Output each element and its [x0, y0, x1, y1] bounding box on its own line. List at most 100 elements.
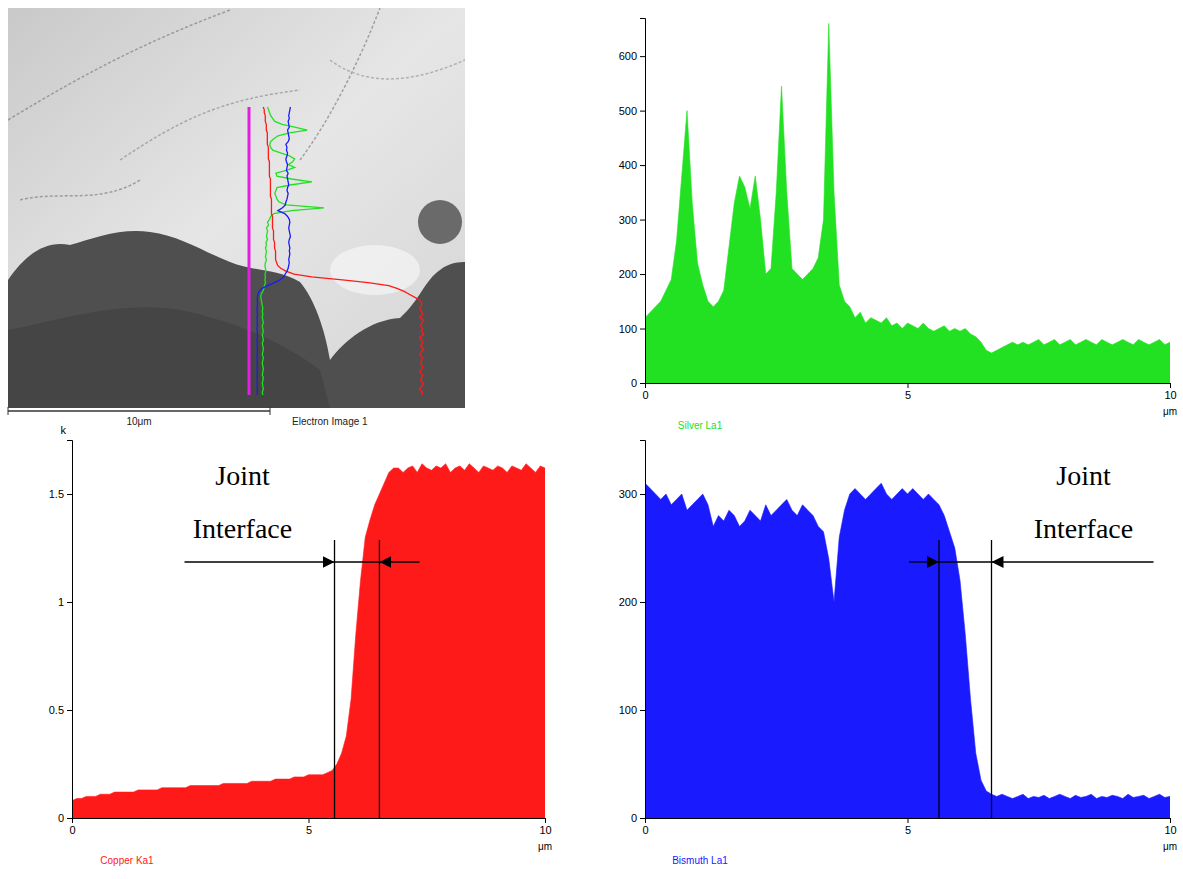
tick-mark	[67, 710, 72, 711]
x-tick: 0	[642, 383, 648, 401]
image-ground	[8, 8, 465, 408]
interface-span	[335, 561, 380, 562]
y-tick: 0.5	[49, 704, 72, 716]
chart-title: Bismuth La1	[672, 855, 728, 866]
tick-label: 0	[642, 824, 648, 836]
tick-mark	[908, 383, 909, 388]
x-axis: 0 5 10	[642, 383, 1176, 401]
arrow	[992, 561, 1154, 562]
grain-boundary	[20, 180, 140, 200]
tick-label: 300	[619, 214, 637, 226]
tick-label: 200	[619, 268, 637, 280]
y-tick: 200	[619, 268, 645, 280]
x-tick: 10	[539, 818, 551, 836]
x-tick: 10	[1164, 383, 1176, 401]
tick-mark	[640, 602, 645, 603]
interface-line	[991, 540, 992, 818]
axis-line	[640, 441, 646, 819]
tick-label: 100	[619, 704, 637, 716]
y-tick: 300	[619, 488, 645, 500]
dark-region	[8, 307, 330, 408]
interface-line	[379, 540, 380, 818]
scan-profile	[263, 107, 423, 395]
tick-mark	[67, 818, 72, 819]
tick-label: 400	[619, 159, 637, 171]
y-tick: 100	[619, 323, 645, 335]
tick-label: 10	[1164, 389, 1176, 401]
tick-label: 0	[58, 812, 64, 824]
scan-profile	[261, 107, 324, 395]
tick-label: 600	[619, 50, 637, 62]
y-tick: 100	[619, 704, 645, 716]
y-axis: 0 0.5 1 1.5	[49, 441, 73, 825]
axis-line	[640, 19, 646, 384]
tick-label: 200	[619, 596, 637, 608]
tick-label: 1.5	[49, 488, 64, 500]
interface-span	[939, 561, 992, 562]
figure: 10μmElectron Image 105100100200300400500…	[0, 0, 1183, 879]
scan-line	[248, 107, 251, 395]
y-tick: 0	[58, 812, 72, 824]
x-tick: 10	[1164, 818, 1176, 836]
tick-mark	[640, 165, 645, 166]
tick-mark	[545, 818, 546, 823]
tick-label: 1	[58, 596, 64, 608]
y-tick: 0	[631, 377, 645, 389]
chart-panel: 051000.511.5μmkCopper Ka1JointInterface	[49, 424, 552, 866]
axis-line	[73, 819, 546, 824]
electron-image	[8, 8, 465, 408]
axis-line	[646, 384, 1171, 389]
x-axis-label: μm	[538, 841, 552, 852]
x-axis-label: μm	[1163, 841, 1177, 852]
tick-mark	[640, 494, 645, 495]
bright-area	[330, 245, 420, 295]
tick-label: 500	[619, 105, 637, 117]
y-tick: 400	[619, 159, 645, 171]
tick-label: 100	[619, 323, 637, 335]
x-tick: 5	[306, 818, 312, 836]
tick-mark	[640, 220, 645, 221]
area	[645, 483, 1170, 818]
tick-label: 5	[306, 824, 312, 836]
y-tick: 600	[619, 50, 645, 62]
tick-mark	[640, 818, 645, 819]
y-tick: 200	[619, 596, 645, 608]
tick-mark	[640, 329, 645, 330]
tick-label: 0	[69, 824, 75, 836]
marks	[645, 483, 1170, 818]
x-tick: 0	[69, 818, 75, 836]
x-axis: 0 5 10	[642, 818, 1176, 836]
tick-mark	[309, 818, 310, 823]
annotation-text: JointInterface	[193, 460, 292, 544]
arrow	[379, 561, 419, 562]
interface-line	[334, 540, 335, 818]
tick-mark	[1170, 383, 1171, 388]
annotation-text: JointInterface	[1034, 460, 1133, 544]
scale-bar-label: 10μm	[126, 416, 151, 427]
annotation: JointInterface	[185, 460, 420, 818]
tick-mark	[640, 710, 645, 711]
grain-boundary	[300, 8, 380, 160]
tick-mark	[640, 274, 645, 275]
y-tick: 300	[619, 214, 645, 226]
tick-mark	[67, 494, 72, 495]
tick-label: 0	[642, 389, 648, 401]
scan-profile	[257, 107, 290, 395]
arrow	[185, 561, 335, 562]
image-caption: Electron Image 1	[292, 416, 368, 427]
tick-label: 0.5	[49, 704, 64, 716]
x-tick: 5	[905, 383, 911, 401]
tick-label: 5	[905, 389, 911, 401]
scale-bar	[8, 410, 270, 412]
y-axis: 0100200300	[619, 441, 646, 825]
tick-label: 5	[905, 824, 911, 836]
x-tick: 0	[642, 818, 648, 836]
particle	[418, 200, 462, 244]
annotation: JointInterface	[909, 460, 1154, 818]
tick-mark	[640, 111, 645, 112]
axis-line	[67, 441, 73, 819]
tick-label: 10	[1164, 824, 1176, 836]
grain-boundary	[8, 10, 230, 120]
tick-label: 10	[539, 824, 551, 836]
tick-mark	[908, 818, 909, 823]
